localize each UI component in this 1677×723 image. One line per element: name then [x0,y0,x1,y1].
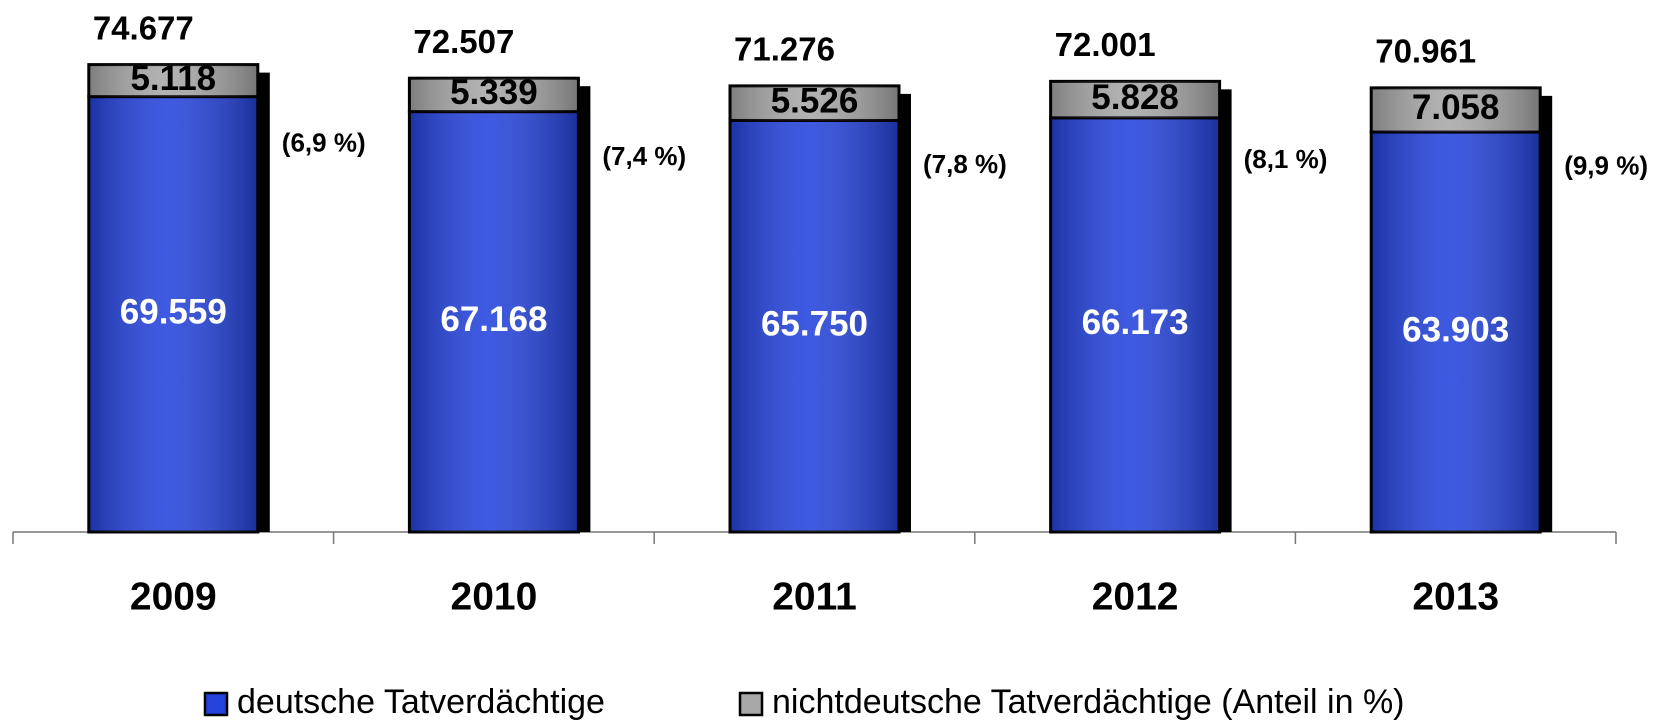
bar-shine [88,96,258,533]
value-label: 5.526 [771,81,859,120]
total-label: 72.001 [1055,26,1156,63]
total-label: 72.507 [413,23,514,60]
share-label: (7,8 %) [923,149,1007,179]
bar-shine [1371,87,1541,133]
value-label: 67.168 [440,300,547,339]
bar-shine [1050,117,1220,532]
x-tick-label: 2009 [130,575,217,618]
x-tick-label: 2010 [451,575,538,618]
legend-label: nichtdeutsche Tatverdächtige (Anteil in … [772,683,1405,721]
value-label: 69.559 [120,293,227,332]
share-label: (9,9 %) [1564,151,1648,181]
value-label: 5.828 [1091,78,1179,117]
legend-label: deutsche Tatverdächtige [237,683,605,721]
value-label: 7.058 [1412,88,1500,127]
total-label: 71.276 [734,31,835,68]
x-tick-label: 2011 [772,575,857,618]
bar-shine [1371,132,1541,532]
legend-swatch [203,691,229,717]
bar-shine [409,78,579,112]
share-label: (7,4 %) [602,141,686,171]
total-label: 70.961 [1375,33,1476,70]
value-label: 5.339 [450,73,538,112]
bar-shine [730,120,899,532]
bar-shine [88,64,258,97]
x-tick-label: 2012 [1092,575,1179,618]
value-label: 65.750 [761,304,868,343]
legend-swatch [738,691,764,717]
value-label: 63.903 [1402,310,1509,349]
share-label: (6,9 %) [282,127,366,157]
value-label: 5.118 [130,59,216,98]
bar-shine [1050,81,1220,118]
bar-shine [409,111,579,533]
x-tick-label: 2013 [1412,575,1499,618]
share-label: (8,1 %) [1244,144,1328,174]
bar-shine [730,85,899,121]
value-label: 66.173 [1082,303,1189,342]
total-label: 74.677 [93,9,194,46]
